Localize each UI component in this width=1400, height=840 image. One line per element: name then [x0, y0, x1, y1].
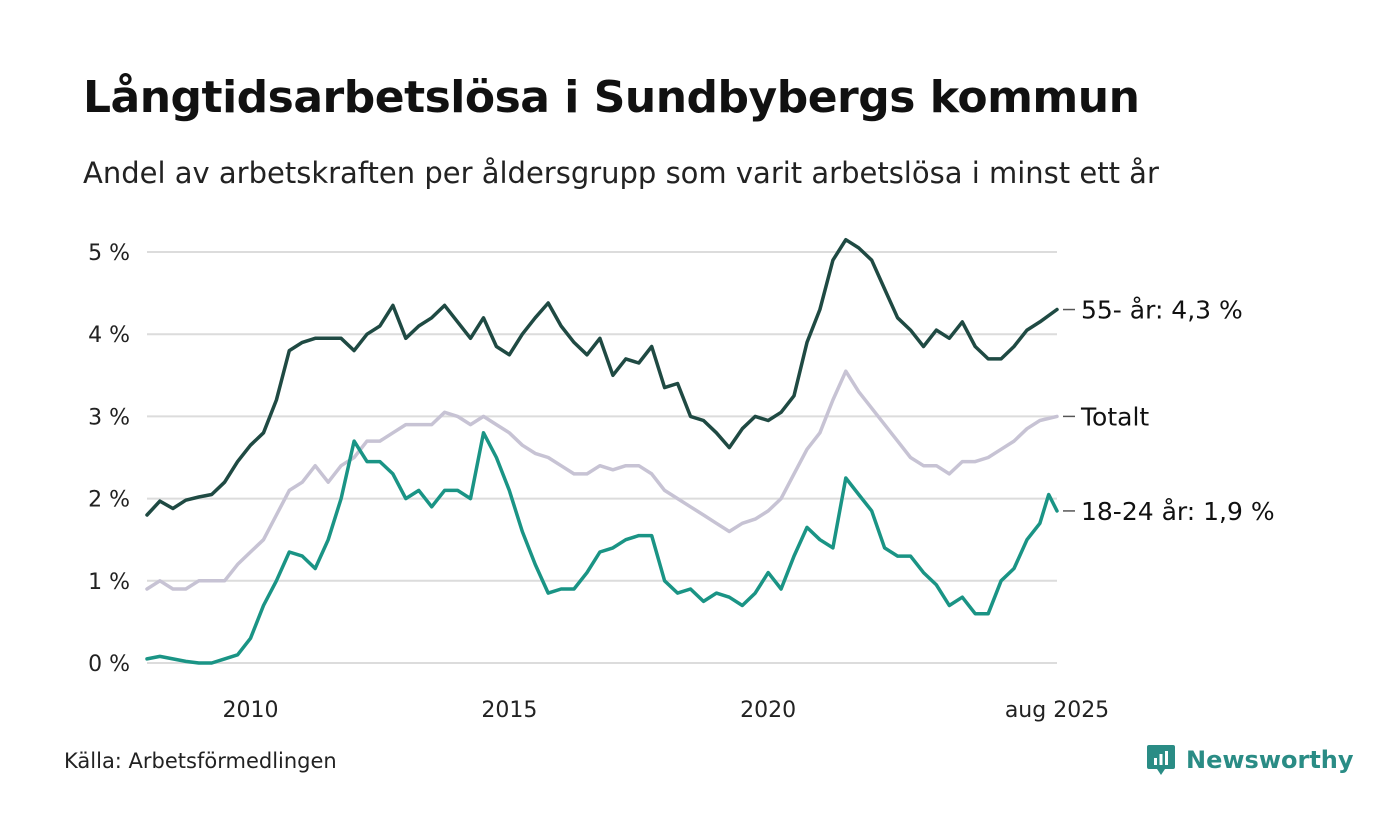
grid-lines	[147, 251, 1057, 664]
series-line-total	[145, 369, 1059, 591]
newsworthy-logo-icon	[1147, 745, 1175, 775]
y-tick-label: 4 %	[88, 323, 130, 348]
series-line-young	[145, 431, 1059, 665]
labels: 0 % 1 % 2 % 3 % 4 % 5 % 2010 2015 2020 aug 2025 55…	[88, 241, 1275, 723]
x-tick-label: 2010	[223, 698, 279, 723]
source-note: Källa: Arbetsförmedlingen	[64, 749, 337, 773]
brand-name: Newsworthy	[1186, 746, 1354, 774]
y-tick-label: 1 %	[88, 570, 130, 595]
chart-title: Långtidsarbetslösa i Sundbybergs kommun	[83, 72, 1140, 123]
chart-subtitle: Andel av arbetskraften per åldersgrupp s…	[83, 156, 1159, 190]
end-label-total: Totalt	[1080, 402, 1149, 431]
series-lines	[145, 237, 1059, 665]
series-line-older	[145, 237, 1059, 517]
end-label-young: 18-24 år: 1,9 %	[1081, 497, 1275, 526]
brand-logo: Newsworthy	[1146, 742, 1354, 778]
x-tick-label: 2020	[740, 698, 796, 723]
end-label-older: 55- år: 4,3 %	[1081, 296, 1243, 325]
x-tick-label: 2015	[481, 698, 537, 723]
y-tick-label: 2 %	[88, 488, 130, 513]
x-tick-label: aug 2025	[1005, 698, 1109, 723]
y-tick-label: 0 %	[88, 652, 130, 677]
line-chart: 0 % 1 % 2 % 3 % 4 % 5 % 2010 2015 2020 aug 2025 55…	[88, 237, 1275, 723]
y-tick-label: 5 %	[88, 241, 130, 266]
y-tick-label: 3 %	[88, 405, 130, 430]
